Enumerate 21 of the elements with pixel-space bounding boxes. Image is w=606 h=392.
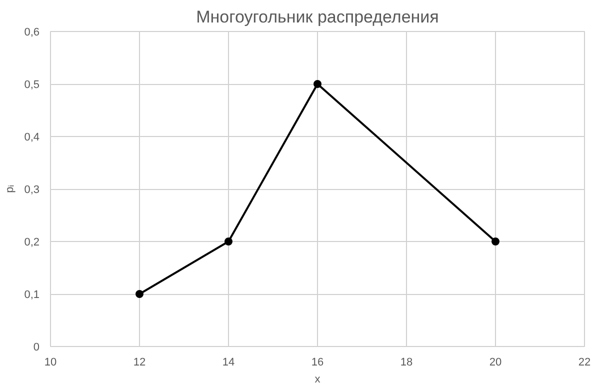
chart-title: Многоугольник распределения [196, 8, 439, 26]
x-tick-label: 10 [44, 356, 57, 368]
x-tick-label: 22 [578, 356, 591, 368]
x-tick-label: 18 [400, 356, 413, 368]
x-tick-label: 20 [489, 356, 502, 368]
y-tick-label: 0 [33, 342, 40, 354]
y-tick-label: 0,2 [24, 236, 40, 248]
y-tick-label: 0,5 [24, 79, 40, 91]
point [136, 290, 144, 298]
y-tick-label: 0,6 [24, 26, 40, 38]
x-tick-label: 14 [222, 356, 235, 368]
point [224, 238, 232, 246]
point [492, 238, 500, 246]
y-tick-label: 0,3 [24, 184, 40, 196]
point [314, 80, 322, 88]
y-tick-label: 0,1 [24, 289, 40, 301]
x-tick-label: 12 [133, 356, 146, 368]
y-axis-title: pᵢ [4, 184, 16, 193]
x-tick-label: 16 [311, 356, 324, 368]
y-tick-label: 0,4 [24, 132, 40, 144]
x-axis-title: x [314, 374, 321, 386]
